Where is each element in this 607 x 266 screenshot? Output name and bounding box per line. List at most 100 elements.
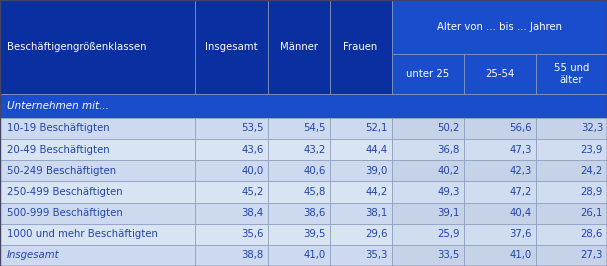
Text: 45,2: 45,2: [242, 187, 263, 197]
Bar: [392, 118, 464, 139]
Text: 35,6: 35,6: [241, 229, 263, 239]
Bar: [464, 245, 536, 266]
Bar: [195, 202, 268, 224]
Text: 1000 und mehr Beschäftigten: 1000 und mehr Beschäftigten: [7, 229, 158, 239]
Bar: [536, 245, 607, 266]
Text: 39,5: 39,5: [303, 229, 325, 239]
Text: 27,3: 27,3: [581, 250, 603, 260]
Text: 50,2: 50,2: [438, 123, 459, 134]
Bar: [330, 118, 392, 139]
Text: 32,3: 32,3: [581, 123, 603, 134]
Bar: [464, 139, 536, 160]
Text: 44,2: 44,2: [365, 187, 387, 197]
Bar: [464, 181, 536, 202]
Bar: [536, 224, 607, 245]
Bar: [536, 160, 607, 181]
Bar: [464, 160, 536, 181]
Bar: [392, 181, 464, 202]
Bar: [195, 118, 268, 139]
Bar: [464, 54, 536, 94]
Bar: [195, 139, 268, 160]
Text: 39,1: 39,1: [438, 208, 459, 218]
Bar: [392, 54, 464, 94]
Text: 42,3: 42,3: [510, 166, 532, 176]
Bar: [330, 0, 392, 94]
Text: 38,1: 38,1: [365, 208, 387, 218]
Bar: [464, 118, 536, 139]
Bar: [330, 245, 392, 266]
Text: 52,1: 52,1: [365, 123, 387, 134]
Text: 28,9: 28,9: [581, 187, 603, 197]
Text: Männer: Männer: [280, 42, 317, 52]
Text: 35,3: 35,3: [365, 250, 387, 260]
Text: 47,2: 47,2: [510, 187, 532, 197]
Text: 29,6: 29,6: [365, 229, 387, 239]
Bar: [0, 202, 195, 224]
Text: Insgesamt: Insgesamt: [205, 42, 258, 52]
Text: 33,5: 33,5: [438, 250, 459, 260]
Text: 250-499 Beschäftigten: 250-499 Beschäftigten: [7, 187, 123, 197]
Bar: [330, 224, 392, 245]
Bar: [392, 224, 464, 245]
Text: 41,0: 41,0: [510, 250, 532, 260]
Bar: [195, 0, 268, 94]
Text: 47,3: 47,3: [510, 145, 532, 155]
Text: 25-54: 25-54: [485, 69, 515, 79]
Bar: [268, 245, 330, 266]
Text: 38,8: 38,8: [242, 250, 263, 260]
Bar: [0, 160, 195, 181]
Text: 40,4: 40,4: [510, 208, 532, 218]
Text: 38,6: 38,6: [304, 208, 325, 218]
Bar: [268, 224, 330, 245]
Bar: [268, 202, 330, 224]
Text: 44,4: 44,4: [365, 145, 387, 155]
Bar: [464, 224, 536, 245]
Bar: [392, 245, 464, 266]
Bar: [0, 94, 607, 118]
Text: Insgesamt: Insgesamt: [7, 250, 59, 260]
Text: 49,3: 49,3: [438, 187, 459, 197]
Text: 38,4: 38,4: [242, 208, 263, 218]
Text: 36,8: 36,8: [438, 145, 459, 155]
Bar: [536, 139, 607, 160]
Bar: [330, 202, 392, 224]
Text: 53,5: 53,5: [241, 123, 263, 134]
Bar: [392, 0, 607, 54]
Text: Beschäftigengrößenklassen: Beschäftigengrößenklassen: [7, 42, 146, 52]
Text: 24,2: 24,2: [581, 166, 603, 176]
Bar: [536, 202, 607, 224]
Text: 56,6: 56,6: [509, 123, 532, 134]
Text: unter 25: unter 25: [406, 69, 449, 79]
Text: 10-19 Beschäftigten: 10-19 Beschäftigten: [7, 123, 110, 134]
Text: 500-999 Beschäftigten: 500-999 Beschäftigten: [7, 208, 123, 218]
Bar: [195, 181, 268, 202]
Text: 55 und
älter: 55 und älter: [554, 63, 589, 85]
Bar: [268, 118, 330, 139]
Bar: [268, 139, 330, 160]
Bar: [392, 202, 464, 224]
Bar: [195, 224, 268, 245]
Text: 54,5: 54,5: [303, 123, 325, 134]
Text: 43,2: 43,2: [304, 145, 325, 155]
Bar: [536, 54, 607, 94]
Bar: [268, 160, 330, 181]
Text: Unternehmen mit...: Unternehmen mit...: [7, 101, 109, 111]
Bar: [464, 202, 536, 224]
Text: 40,6: 40,6: [304, 166, 325, 176]
Text: Frauen: Frauen: [344, 42, 378, 52]
Text: 40,0: 40,0: [242, 166, 263, 176]
Bar: [330, 160, 392, 181]
Bar: [392, 139, 464, 160]
Text: Alter von ... bis ... Jahren: Alter von ... bis ... Jahren: [437, 22, 561, 32]
Bar: [536, 181, 607, 202]
Bar: [536, 118, 607, 139]
Bar: [195, 245, 268, 266]
Bar: [392, 160, 464, 181]
Text: 37,6: 37,6: [509, 229, 532, 239]
Text: 26,1: 26,1: [581, 208, 603, 218]
Bar: [0, 139, 195, 160]
Bar: [195, 160, 268, 181]
Bar: [268, 181, 330, 202]
Bar: [268, 0, 330, 94]
Bar: [330, 181, 392, 202]
